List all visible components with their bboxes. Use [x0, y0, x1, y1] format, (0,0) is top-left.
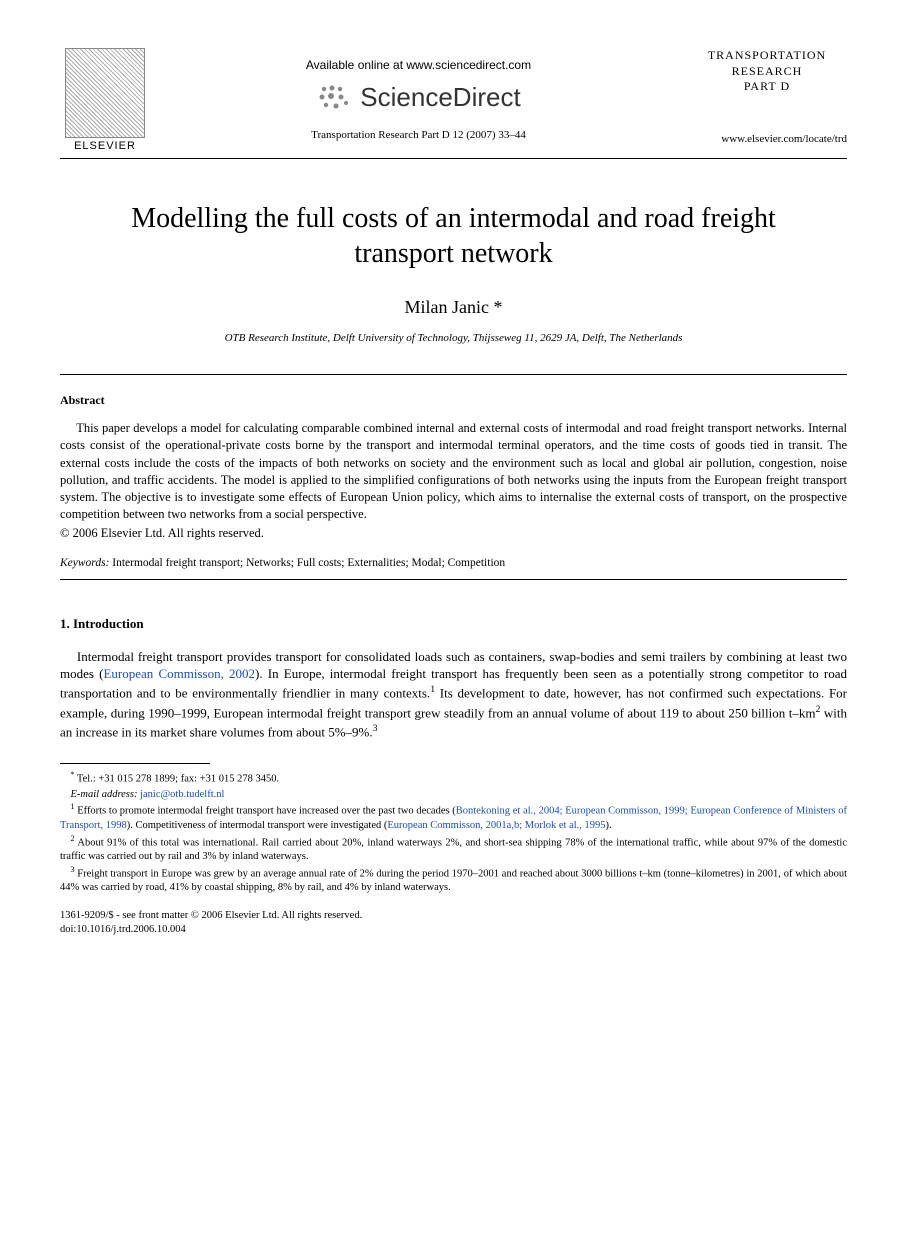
- abstract-body: This paper develops a model for calculat…: [60, 420, 847, 524]
- author-name: Milan Janic: [405, 297, 489, 317]
- reference-link-ec2002[interactable]: European Commisson, 2002: [103, 666, 255, 681]
- fn2-text: About 91% of this total was internationa…: [60, 837, 847, 862]
- email-label: E-mail address:: [71, 789, 138, 800]
- email-link[interactable]: janic@otb.tudelft.nl: [137, 789, 224, 800]
- elsevier-tree-logo: [65, 48, 145, 138]
- intro-heading: 1. Introduction: [60, 616, 847, 632]
- footer-line1: 1361-9209/$ - see front matter © 2006 El…: [60, 909, 847, 923]
- footnote-1: 1 Efforts to promote intermodal freight …: [60, 802, 847, 832]
- journal-line3: PART D: [744, 79, 790, 93]
- footnote-rule: [60, 763, 210, 764]
- abstract-heading: Abstract: [60, 393, 847, 408]
- keywords-label: Keywords:: [60, 557, 109, 569]
- author-corr-marker: *: [493, 297, 502, 317]
- sciencedirect-text: ScienceDirect: [360, 82, 520, 113]
- sciencedirect-logo: ScienceDirect: [150, 82, 687, 113]
- abstract-copyright: © 2006 Elsevier Ltd. All rights reserved…: [60, 526, 847, 541]
- footnote-corresponding: * Tel.: +31 015 278 1899; fax: +31 015 2…: [60, 770, 847, 786]
- footnote-2: 2 About 91% of this total was internatio…: [60, 834, 847, 864]
- footnote-marker-3[interactable]: 3: [373, 723, 378, 734]
- fn1-text-a: Efforts to promote intermodal freight tr…: [75, 806, 456, 817]
- header-rule: [60, 158, 847, 159]
- footer-doi: doi:10.1016/j.trd.2006.10.004: [60, 923, 847, 937]
- fn3-text: Freight transport in Europe was grew by …: [60, 868, 847, 893]
- journal-url: www.elsevier.com/locate/trd: [687, 133, 847, 145]
- affiliation: OTB Research Institute, Delft University…: [60, 332, 847, 344]
- footnote-email: E-mail address: janic@otb.tudelft.nl: [60, 788, 847, 802]
- footer-block: 1361-9209/$ - see front matter © 2006 El…: [60, 909, 847, 936]
- article-title: Modelling the full costs of an intermoda…: [100, 201, 807, 271]
- author-line: Milan Janic *: [60, 297, 847, 318]
- journal-line1: TRANSPORTATION: [708, 48, 826, 62]
- header-row: ELSEVIER Available online at www.science…: [60, 48, 847, 152]
- journal-name: TRANSPORTATION RESEARCH PART D: [687, 48, 847, 95]
- elsevier-label: ELSEVIER: [60, 140, 150, 152]
- fn1-ref2[interactable]: European Commisson, 2001a,b; Morlok et a…: [387, 820, 605, 831]
- keywords-line: Keywords: Intermodal freight transport; …: [60, 557, 847, 569]
- citation-line: Transportation Research Part D 12 (2007)…: [150, 129, 687, 141]
- rule-above-abstract: [60, 374, 847, 375]
- intro-paragraph-1: Intermodal freight transport provides tr…: [60, 648, 847, 742]
- fn1-text-b: ). Competitiveness of intermodal transpo…: [127, 820, 388, 831]
- footnote-3: 3 Freight transport in Europe was grew b…: [60, 865, 847, 895]
- journal-line2: RESEARCH: [732, 64, 803, 78]
- center-header: Available online at www.sciencedirect.co…: [150, 48, 687, 141]
- available-online-text: Available online at www.sciencedirect.co…: [150, 58, 687, 72]
- fn1-text-c: ).: [606, 820, 612, 831]
- corr-text: Tel.: +31 015 278 1899; fax: +31 015 278…: [75, 774, 280, 785]
- elsevier-block: ELSEVIER: [60, 48, 150, 152]
- rule-below-keywords: [60, 579, 847, 580]
- sciencedirect-dots-icon: [316, 83, 352, 113]
- journal-block: TRANSPORTATION RESEARCH PART D www.elsev…: [687, 48, 847, 145]
- keywords-text: Intermodal freight transport; Networks; …: [109, 557, 505, 569]
